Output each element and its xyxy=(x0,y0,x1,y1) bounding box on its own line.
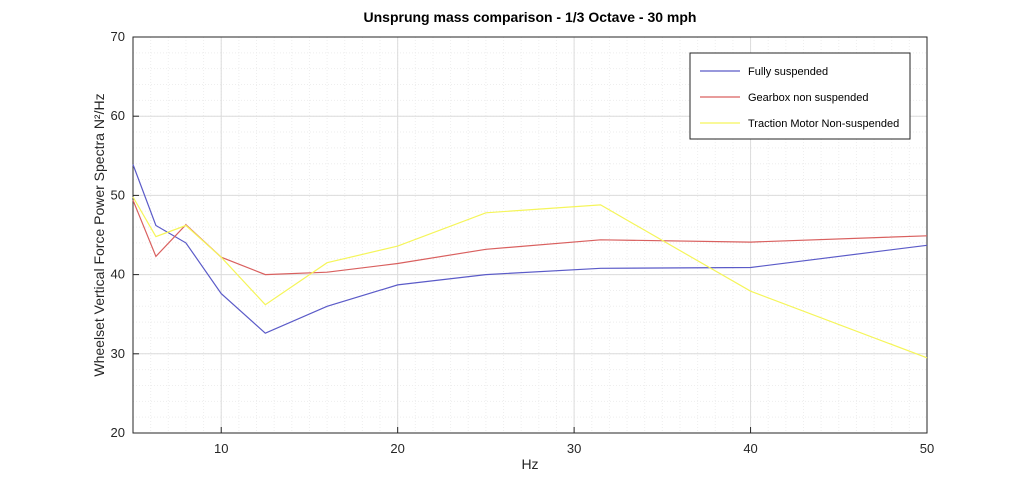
series-line-2 xyxy=(132,199,928,276)
legend: Fully suspended Gearbox non suspended Trac… xyxy=(689,52,911,140)
series-lines xyxy=(132,164,928,359)
x-tick-label: 50 xyxy=(920,441,934,456)
legend-label-2: Gearbox non suspended xyxy=(748,92,868,104)
x-axis-label: Hz xyxy=(521,456,538,472)
plot-area-frame xyxy=(132,36,928,434)
legend-label-3: Traction Motor Non-suspended xyxy=(748,118,899,130)
legend-box xyxy=(689,52,911,140)
x-tick-label: 20 xyxy=(390,441,404,456)
series-line-1 xyxy=(132,164,928,334)
y-tick-label: 30 xyxy=(111,346,125,361)
x-tick-label: 40 xyxy=(743,441,757,456)
y-tick-label: 50 xyxy=(111,187,125,202)
y-tick-label: 70 xyxy=(111,29,125,44)
y-axis-label: Wheelset Vertical Force Power Spectra N²… xyxy=(91,93,107,376)
series-line-3 xyxy=(132,196,928,359)
axis-ticks: 10 20 30 40 50 20 30 40 50 60 70 xyxy=(111,29,935,456)
x-tick-label: 10 xyxy=(214,441,228,456)
y-tick-label: 40 xyxy=(111,267,125,282)
chart-title: Unsprung mass comparison - 1/3 Octave - … xyxy=(364,9,697,25)
x-tick-label: 30 xyxy=(567,441,581,456)
legend-label-1: Fully suspended xyxy=(748,66,828,78)
y-tick-label: 20 xyxy=(111,425,125,440)
y-tick-label: 60 xyxy=(111,108,125,123)
